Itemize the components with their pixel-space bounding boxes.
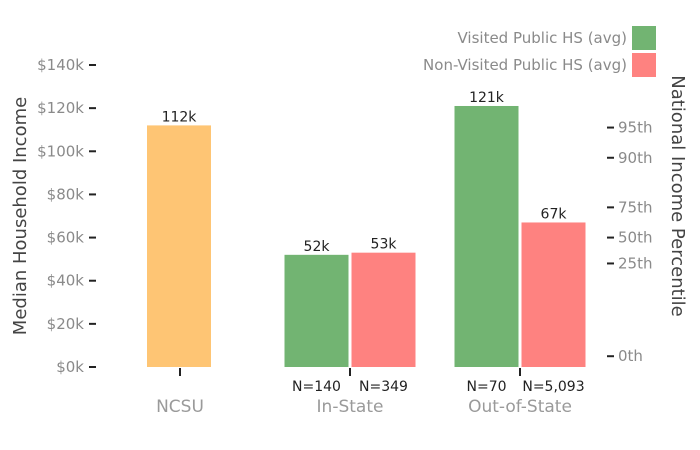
right-tick-label: 95th — [618, 119, 652, 137]
x-category-label: Out-of-State — [468, 397, 572, 417]
bar-value-label: 112k — [162, 109, 198, 125]
bar — [147, 125, 211, 368]
x-category-label: In-State — [317, 397, 384, 417]
y-axis-title: Median Household Income — [10, 97, 31, 335]
legend-swatch — [632, 53, 656, 77]
bar-value-label: 121k — [469, 90, 505, 106]
bars: 112k 52k N=140 53k N=349 121k N=70 67k N=5,093 — [147, 90, 586, 395]
y-tick-label: $0k — [56, 358, 84, 376]
legend: Visited Public HS (avg) Non-Visited Publi… — [423, 26, 656, 77]
y-tick-label: $140k — [37, 56, 84, 74]
legend-label: Non-Visited Public HS (avg) — [423, 56, 627, 74]
right-tick-label: 25th — [618, 254, 652, 272]
y-tick-label: $120k — [37, 99, 84, 117]
bar-n-label: N=140 — [292, 379, 341, 395]
right-tick-label: 75th — [618, 198, 652, 216]
legend-label: Visited Public HS (avg) — [457, 29, 627, 47]
x-category-label: NCSU — [156, 397, 204, 417]
y2-axis-title: National Income Percentile — [667, 75, 688, 317]
y-tick-label: $60k — [47, 229, 85, 247]
y-tick-label: $20k — [47, 315, 85, 333]
legend-swatch — [632, 26, 656, 50]
bar — [454, 105, 519, 367]
bar — [521, 222, 586, 367]
bar — [284, 254, 349, 367]
bar-n-label: N=5,093 — [522, 379, 584, 395]
y-axis: $0k $20k $40k $60k $80k $100k $120k $140k — [37, 56, 96, 376]
bar-value-label: 67k — [541, 206, 568, 222]
right-tick-label: 90th — [618, 149, 652, 167]
x-axis: NCSU In-State Out-of-State — [156, 368, 572, 417]
right-tick-label: 0th — [618, 347, 643, 365]
bar-n-label: N=349 — [359, 379, 408, 395]
bar-n-label: N=70 — [466, 379, 506, 395]
bar-value-label: 52k — [304, 239, 331, 255]
y-tick-label: $100k — [37, 142, 84, 160]
bar — [351, 252, 416, 367]
y-tick-label: $80k — [47, 185, 85, 203]
bar-value-label: 53k — [371, 237, 398, 253]
right-tick-label: 50th — [618, 229, 652, 247]
right-axis: 0th 25th 50th 75th 90th 95th — [607, 119, 652, 365]
y-tick-label: $40k — [47, 272, 85, 290]
